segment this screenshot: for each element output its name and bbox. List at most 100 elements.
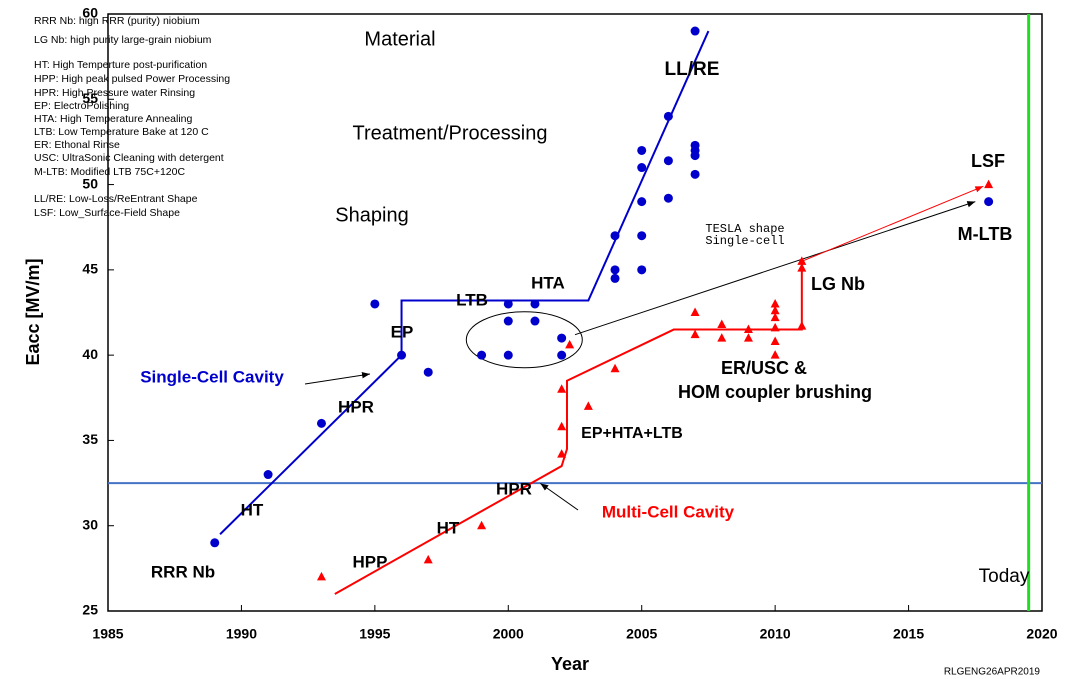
- y-tick-label: 30: [82, 516, 98, 532]
- point: [610, 265, 620, 275]
- point: [557, 421, 567, 431]
- annotation: HPP: [353, 552, 388, 571]
- annotation: LSF: [971, 151, 1005, 171]
- point: [503, 299, 513, 309]
- point: [637, 265, 647, 275]
- point: [717, 333, 727, 342]
- annotation: LG Nb: [811, 274, 865, 294]
- annotation: HT: [437, 518, 460, 537]
- y-tick-label: 45: [82, 261, 98, 277]
- note: LG Nb: high purity large-grain niobium: [34, 34, 212, 46]
- trend-line: [219, 30, 710, 535]
- note: LTB: Low Temperature Bake at 120 C: [34, 126, 209, 138]
- footer: RLGENG26APR2019: [944, 667, 1041, 678]
- x-tick-label: 1995: [359, 626, 390, 642]
- point: [557, 449, 567, 458]
- ellipse: [465, 311, 583, 369]
- annotation: EP: [391, 322, 414, 341]
- note: USC: UltraSonic Cleaning with detergent: [34, 152, 224, 164]
- note: M-LTB: Modified LTB 75C+120C: [34, 166, 185, 178]
- point: [770, 322, 780, 332]
- annotation: LL/RE: [665, 59, 720, 80]
- note: LSF: Low_Surface-Field Shape: [34, 207, 180, 219]
- point: [583, 401, 593, 410]
- point: [690, 151, 700, 161]
- x-tick-label: 2015: [893, 626, 924, 642]
- point: [530, 316, 540, 326]
- point: [690, 26, 700, 36]
- x-tick-label: 1990: [226, 626, 257, 642]
- point: [637, 197, 647, 207]
- note: ER: Ethonal Rinse: [34, 139, 120, 151]
- x-tick-label: 2005: [626, 626, 657, 642]
- y-tick-label: 50: [82, 175, 98, 191]
- annotation: HOM coupler brushing: [678, 382, 872, 402]
- annotation: HPR: [496, 479, 532, 498]
- annotation: Multi-Cell Cavity: [602, 502, 735, 521]
- trend-line: [334, 261, 803, 595]
- x-axis-label: Year: [551, 654, 589, 674]
- point: [530, 299, 540, 309]
- point: [663, 156, 673, 166]
- arrow: [304, 372, 371, 385]
- point: [770, 305, 780, 315]
- point: [984, 197, 994, 207]
- note: HTA: High Temperature Annealing: [34, 113, 193, 125]
- point: [770, 312, 780, 322]
- arrow: [540, 482, 579, 511]
- point: [637, 163, 647, 173]
- point: [797, 256, 807, 265]
- note: HT: High Temperture post-purification: [34, 59, 207, 71]
- arrow: [574, 201, 976, 336]
- annotation: TESLA shape: [705, 222, 784, 236]
- y-tick-label: 40: [82, 346, 98, 362]
- annotation: ER/USC &: [721, 358, 807, 378]
- point: [770, 298, 780, 308]
- point: [717, 319, 727, 328]
- point: [770, 336, 780, 345]
- point: [557, 384, 567, 393]
- annotation: HTA: [531, 273, 565, 292]
- annotation: Shaping: [335, 204, 408, 226]
- y-tick-label: 35: [82, 431, 98, 447]
- arrow: [801, 185, 984, 262]
- note: EP: ElectroPolishing: [34, 100, 129, 112]
- point: [557, 350, 567, 360]
- annotation: M-LTB: [958, 224, 1013, 244]
- x-tick-label: 1985: [92, 626, 123, 642]
- point: [610, 363, 620, 373]
- point: [477, 350, 487, 360]
- point: [610, 273, 620, 283]
- annotation: HPR: [338, 397, 374, 416]
- point: [770, 350, 780, 359]
- note: RRR Nb: high RRR (purity) niobium: [34, 15, 200, 27]
- point: [663, 193, 673, 203]
- point: [984, 179, 994, 189]
- point: [797, 321, 807, 330]
- point: [503, 316, 513, 326]
- point: [797, 263, 807, 272]
- point: [263, 470, 273, 480]
- point: [370, 299, 380, 309]
- today-label: Today: [979, 566, 1030, 587]
- point: [637, 231, 647, 241]
- point: [743, 324, 753, 334]
- annotation: Single-cell: [705, 234, 784, 248]
- point: [610, 231, 620, 241]
- point: [690, 169, 700, 179]
- point: [690, 329, 700, 339]
- annotation: Treatment/Processing: [353, 122, 548, 144]
- note: HPP: High peak pulsed Power Processing: [34, 73, 230, 85]
- point: [477, 520, 487, 530]
- point: [565, 339, 575, 349]
- y-tick-label: 55: [82, 90, 98, 106]
- point: [397, 350, 407, 360]
- point: [663, 111, 673, 121]
- point: [690, 307, 700, 316]
- plot-frame: [107, 13, 1043, 612]
- x-tick-label: 2010: [760, 626, 791, 642]
- point: [743, 333, 753, 342]
- y-tick-label: 25: [82, 602, 98, 618]
- x-tick-label: 2000: [493, 626, 524, 642]
